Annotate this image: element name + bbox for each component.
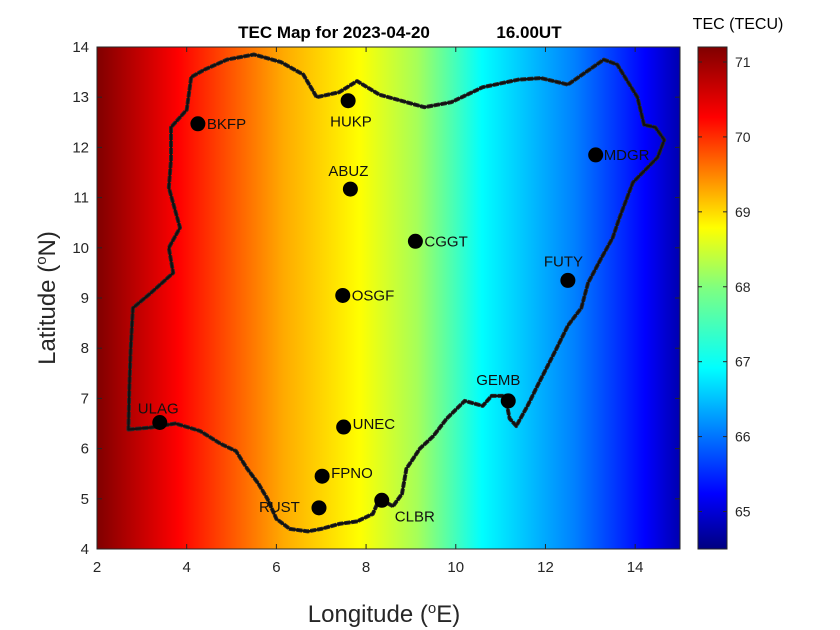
boundary-core — [127, 53, 666, 533]
station-label-unec: UNEC — [353, 416, 396, 433]
y-tick-label: 4 — [81, 541, 89, 558]
station-label-cggt: CGGT — [424, 233, 467, 250]
station-marker-bkfp — [190, 116, 206, 132]
station-marker-futy — [560, 272, 576, 288]
station-marker-unec — [336, 419, 352, 435]
x-tick-label: 6 — [272, 559, 280, 576]
station-label-bkfp: BKFP — [207, 116, 246, 133]
chart-title-time: 16.00UT — [496, 23, 562, 42]
y-tick-label: 12 — [72, 139, 89, 156]
station-label-fpno: FPNO — [331, 465, 373, 482]
y-tick-label: 11 — [73, 190, 89, 207]
station-markers: BKFP HUKP MDGR ABUZ CGGT FUTY OSGF GEMB ULAG UNEC… — [138, 93, 650, 525]
station-label-clbr: CLBR — [395, 508, 435, 525]
y-tick-label: 8 — [81, 340, 89, 357]
station-label-futy: FUTY — [544, 253, 583, 270]
y-ticks: 4 5 6 7 8 9 10 11 12 13 14 — [72, 39, 680, 558]
station-label-rust: RUST — [259, 499, 300, 516]
station-marker-ulag — [152, 414, 168, 430]
colorbar-tick-label: 69 — [735, 204, 751, 220]
station-label-abuz: ABUZ — [328, 163, 368, 180]
x-tick-label: 10 — [447, 559, 464, 576]
colorbar — [697, 46, 728, 550]
x-tick-label: 2 — [93, 559, 101, 576]
nigeria-boundary — [126, 52, 667, 534]
colorbar-tick-label: 68 — [735, 279, 751, 295]
colorbar-tick-label: 67 — [735, 354, 751, 370]
y-tick-label: 14 — [72, 39, 89, 56]
chart-title-date: TEC Map for 2023-04-20 — [238, 23, 430, 42]
station-marker-osgf — [335, 287, 351, 303]
station-label-mdgr: MDGR — [604, 147, 650, 164]
colorbar-title: TEC (TECU) — [693, 16, 784, 33]
station-marker-clbr — [374, 492, 390, 508]
colorbar-tick-label: 66 — [735, 429, 751, 445]
y-tick-label: 5 — [81, 491, 89, 508]
x-tick-label: 4 — [183, 559, 191, 576]
y-axis-label: Latitude (oN) — [33, 231, 61, 365]
station-label-gemb: GEMB — [476, 372, 520, 389]
x-axis-label: Longitude (oE) — [308, 600, 460, 628]
station-marker-hukp — [340, 93, 356, 109]
x-ticks: 2 4 6 8 10 12 14 — [93, 47, 644, 576]
colorbar-tick-label: 71 — [735, 54, 751, 70]
y-tick-label: 10 — [72, 240, 89, 257]
y-tick-label: 7 — [81, 390, 89, 407]
station-marker-mdgr — [588, 147, 604, 163]
x-tick-label: 12 — [537, 559, 554, 576]
y-tick-label: 9 — [81, 290, 89, 307]
station-marker-rust — [311, 500, 327, 516]
station-marker-gemb — [500, 393, 516, 409]
station-marker-fpno — [314, 468, 330, 484]
colorbar-ticks: 65 66 67 68 69 70 71 — [698, 54, 751, 520]
colorbar-tick-label: 70 — [735, 129, 751, 145]
y-tick-label: 13 — [72, 89, 89, 106]
station-label-osgf: OSGF — [352, 287, 395, 304]
station-marker-abuz — [342, 181, 358, 197]
x-tick-label: 8 — [362, 559, 370, 576]
x-tick-label: 14 — [627, 559, 644, 576]
station-label-ulag: ULAG — [138, 400, 179, 417]
y-tick-label: 6 — [81, 441, 89, 458]
station-label-hukp: HUKP — [330, 114, 372, 131]
colorbar-tick-label: 65 — [735, 504, 751, 520]
station-marker-cggt — [407, 233, 423, 249]
